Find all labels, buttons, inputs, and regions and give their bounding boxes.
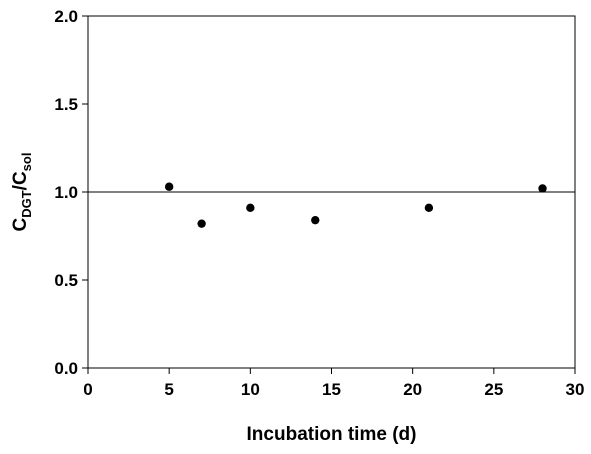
y-axis-ticks: 0.0 0.5 1.0 1.5 2.0	[54, 7, 88, 378]
x-axis-ticks: 0 5 10 15 20 25 30	[83, 368, 584, 399]
x-tick-label: 30	[566, 380, 585, 399]
y-tick-label: 1.5	[54, 95, 78, 114]
plot-area-frame	[87, 15, 576, 369]
data-point	[246, 203, 255, 213]
x-tick-label: 5	[164, 380, 173, 399]
x-tick-label: 15	[322, 380, 341, 399]
x-axis-title: Incubation time (d)	[247, 424, 417, 445]
y-tick-label: 0.5	[54, 271, 78, 290]
x-tick-label: 0	[83, 380, 92, 399]
y-tick-label: 0.0	[54, 359, 78, 378]
y-axis-title-denominator-subscript: sol	[19, 153, 34, 172]
x-tick-label: 10	[241, 380, 260, 399]
y-axis-title-main: C	[10, 217, 31, 231]
y-tick-label: 2.0	[54, 7, 78, 26]
x-tick-label: 25	[484, 380, 503, 399]
data-points	[164, 182, 547, 228]
x-tick-label: 20	[403, 380, 422, 399]
data-point	[311, 215, 320, 225]
y-tick-label: 1.0	[54, 183, 78, 202]
y-axis-title: CDGT/Csol	[10, 153, 34, 232]
data-point	[197, 219, 206, 228]
data-point	[424, 203, 434, 213]
data-point	[538, 184, 547, 193]
y-axis-title-main-subscript: DGT	[19, 190, 34, 218]
y-axis-title-separator: /C	[10, 171, 31, 190]
data-point	[164, 182, 174, 191]
